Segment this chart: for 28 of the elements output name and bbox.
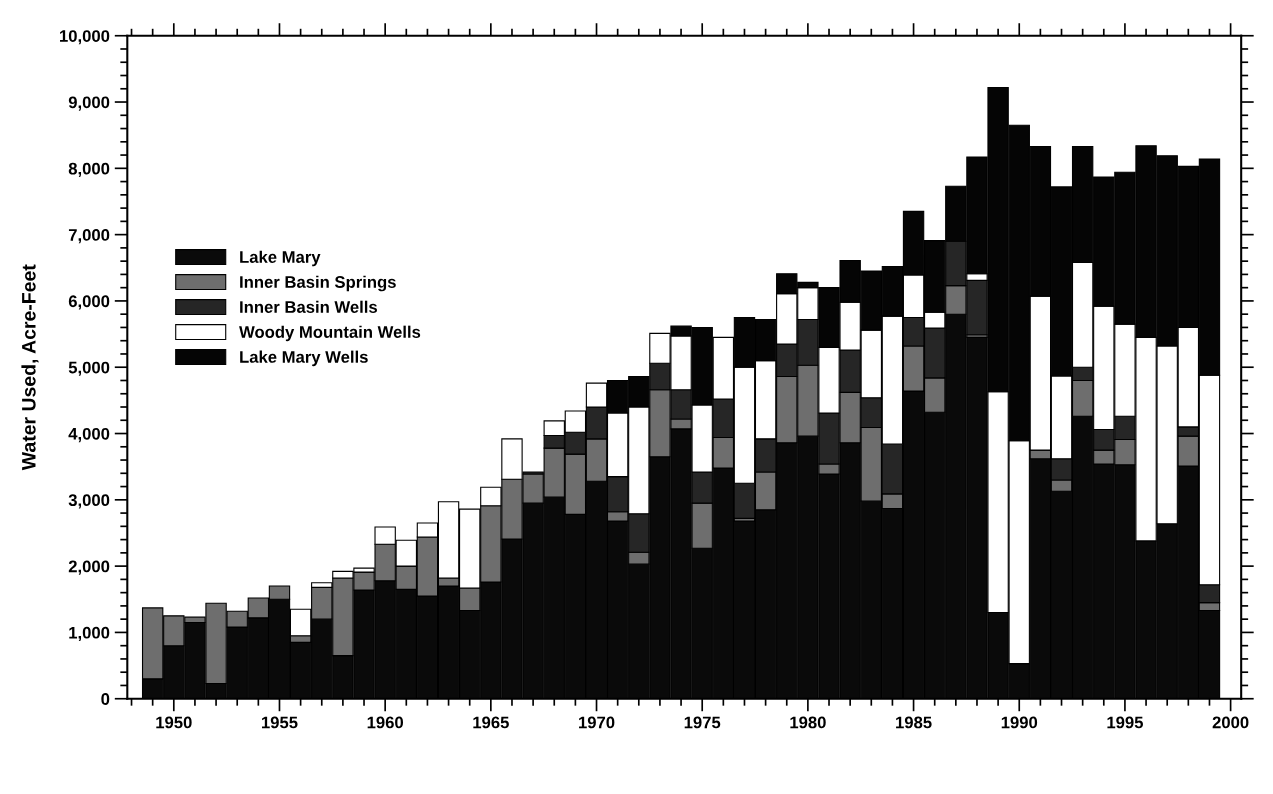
x-tick-label: 1970 (579, 716, 615, 729)
y-tick-label: 7,000 (68, 229, 110, 244)
legend-label: Inner Basin Springs (240, 275, 396, 292)
legend-label: Woody Mountain Wells (239, 325, 421, 342)
y-tick-label: 3,000 (68, 494, 110, 509)
y-tick-label: 2,000 (68, 560, 110, 575)
x-tick-label: 1985 (896, 716, 932, 729)
x-tick-label: 1995 (1107, 716, 1143, 729)
legend-label: Lake Mary Wells (240, 350, 368, 367)
y-tick-label: 4,000 (68, 427, 110, 443)
y-tick-label: 5,000 (68, 361, 110, 376)
x-tick-label: 1965 (473, 716, 509, 729)
y-axis-title: Water Used, Acre-Feet (21, 264, 39, 471)
x-tick-label: 1950 (156, 716, 192, 729)
x-tick-label: 1955 (261, 716, 298, 729)
x-tick-label: 1990 (1001, 716, 1038, 729)
y-tick-label: 9,000 (68, 96, 110, 111)
legend-label: Lake Mary (240, 250, 321, 267)
y-tick-label: 0 (101, 693, 110, 705)
x-tick-label: 1960 (367, 716, 404, 729)
y-tick-label: 8,000 (68, 162, 110, 177)
y-tick-label: 1,000 (69, 626, 110, 642)
x-tick-label: 1975 (684, 716, 721, 729)
y-tick-label: 10,000 (60, 30, 110, 45)
y-tick-label: 6,000 (68, 295, 110, 310)
legend-label: Inner Basin Wells (240, 300, 377, 313)
x-tick-label: 2000 (1212, 716, 1249, 729)
x-tick-label: 1980 (790, 716, 826, 729)
